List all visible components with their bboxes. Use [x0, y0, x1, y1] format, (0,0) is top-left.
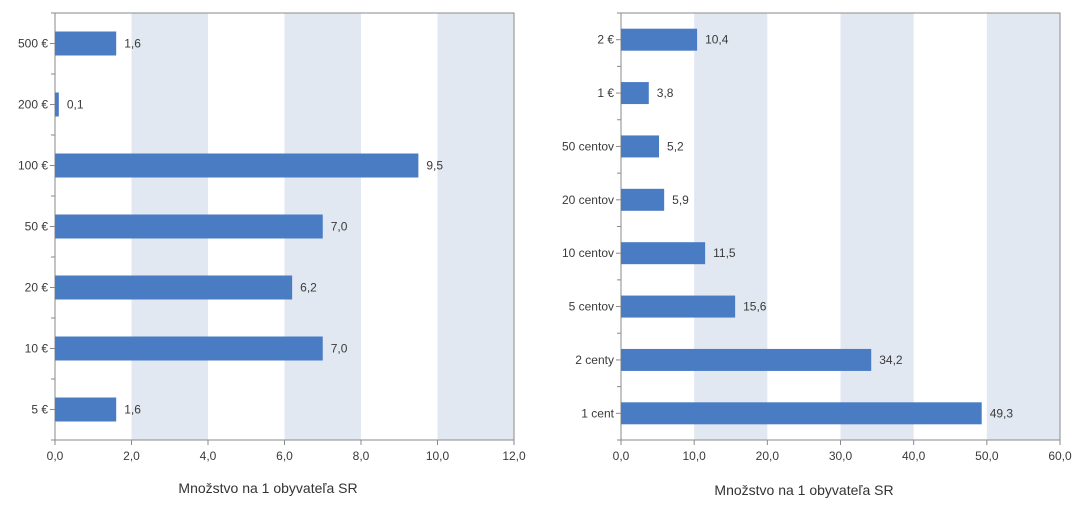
chart-right-category-label: 50 centov: [562, 139, 614, 153]
chart-left-x-tick-label: 12,0: [502, 449, 526, 463]
chart-right-grid-band: [694, 13, 768, 440]
chart-right-bar: [621, 242, 706, 265]
chart-left-value-label: 7,0: [331, 220, 348, 234]
chart-right-value-label: 5,2: [667, 139, 684, 153]
chart-left-category-label: 20 €: [25, 281, 49, 295]
chart-left-value-label: 6,2: [300, 281, 317, 295]
chart-right-value-label: 34,2: [879, 353, 903, 367]
chart-right-category-label: 5 centov: [569, 300, 614, 314]
chart-right-x-tick-label: 30,0: [829, 449, 853, 463]
chart-right-category-label: 2 €: [597, 33, 614, 47]
chart-right-grid-band: [986, 13, 1060, 440]
chart-left-x-tick-label: 2,0: [123, 449, 140, 463]
chart-right-x-tick-label: 10,0: [682, 449, 706, 463]
chart-right-value-label: 49,3: [990, 406, 1014, 420]
chart-right-x-tick-label: 40,0: [902, 449, 926, 463]
chart-left-bar: [55, 31, 117, 56]
chart-left-x-tick-label: 0,0: [47, 449, 64, 463]
chart-left-category-label: 5 €: [31, 403, 48, 417]
chart-left-x-tick-label: 10,0: [426, 449, 450, 463]
chart-right-bar: [621, 295, 736, 318]
chart-left-category-label: 500 €: [18, 37, 48, 51]
chart-left-value-label: 0,1: [67, 98, 84, 112]
chart-left-bar: [55, 397, 117, 422]
chart-right: 2 € 10,4 1 € 3,8 50 centov 5,2 20 centov 5,9 10 …: [536, 0, 1072, 512]
chart-right-bar: [621, 135, 660, 158]
chart-left-category-label: 10 €: [25, 342, 49, 356]
chart-right-category-label: 10 centov: [562, 246, 614, 260]
chart-left-value-label: 7,0: [331, 342, 348, 356]
chart-left-value-label: 9,5: [426, 159, 443, 173]
chart-right-x-tick-label: 50,0: [975, 449, 999, 463]
chart-right-plot: 2 € 10,4 1 € 3,8 50 centov 5,2 20 centov 5,9 10 …: [562, 12, 1072, 463]
chart-right-bar: [621, 188, 665, 211]
chart-right-x-tick-label: 20,0: [756, 449, 780, 463]
chart-right-category-label: 1 €: [597, 86, 614, 100]
chart-left-bar: [55, 275, 293, 300]
chart-left-x-tick-label: 4,0: [200, 449, 217, 463]
chart-left-grid-band: [437, 13, 514, 440]
chart-left-x-tick-label: 8,0: [353, 449, 370, 463]
chart-left-bar: [55, 214, 323, 239]
chart-right-bar: [621, 82, 649, 105]
chart-right-value-label: 15,6: [743, 300, 767, 314]
chart-right-bar: [621, 28, 698, 51]
chart-left-x-tick-label: 6,0: [276, 449, 293, 463]
chart-left-value-label: 1,6: [124, 37, 141, 51]
chart-right-value-label: 11,5: [713, 246, 736, 260]
chart-right-bar: [621, 402, 982, 425]
chart-left-bar: [55, 336, 323, 361]
chart-left-value-label: 1,6: [124, 403, 141, 417]
chart-right-value-label: 5,9: [672, 193, 689, 207]
chart-left: 500 € 1,6 200 € 0,1 100 € 9,5 50 € 7,0 20 € 6,2 10…: [18, 12, 526, 496]
chart-right-bar: [621, 348, 872, 371]
chart-left-plot: 500 € 1,6 200 € 0,1 100 € 9,5 50 € 7,0 20 € 6,2 10…: [18, 12, 526, 463]
chart-right-value-label: 3,8: [657, 86, 674, 100]
chart-left-category-label: 50 €: [25, 220, 49, 234]
chart-left-bar: [55, 92, 59, 117]
chart-left-bar: [55, 153, 419, 178]
chart-left-category-label: 200 €: [18, 98, 48, 112]
chart-left-category-label: 100 €: [18, 159, 48, 173]
chart-left-x-axis-label: Množstvo na 1 obyvateľa SR: [178, 480, 358, 496]
chart-right-x-tick-label: 0,0: [613, 449, 630, 463]
chart-right-category-label: 20 centov: [562, 193, 614, 207]
chart-right-category-label: 1 cent: [581, 406, 614, 420]
chart-right-value-label: 10,4: [705, 33, 729, 47]
chart-right-x-tick-label: 60,0: [1048, 449, 1072, 463]
chart-right-x-axis-label: Množstvo na 1 obyvateľa SR: [714, 482, 894, 498]
chart-right-grid-band: [840, 13, 914, 440]
chart-right-category-label: 2 centy: [575, 353, 614, 367]
